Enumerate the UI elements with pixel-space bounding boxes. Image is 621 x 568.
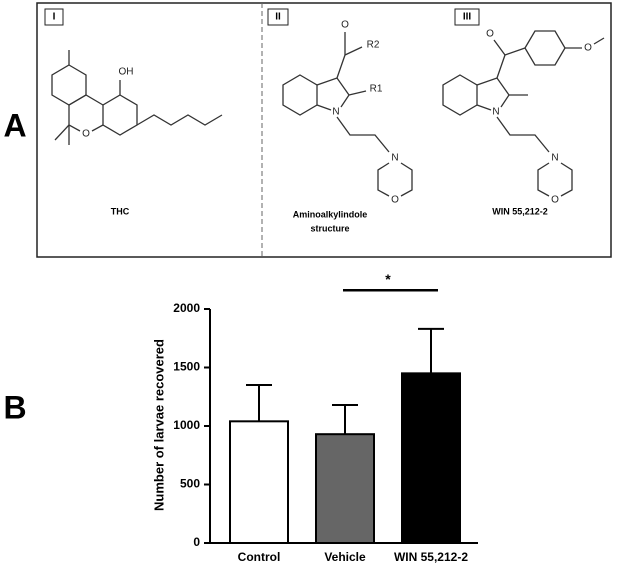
atom-label: N bbox=[332, 107, 339, 118]
atom-label: O bbox=[551, 195, 559, 206]
panel-frame bbox=[36, 2, 612, 258]
atom-label: OH bbox=[119, 67, 134, 78]
numeral-box bbox=[267, 8, 289, 26]
numeral: II bbox=[275, 12, 281, 23]
atom-label: N bbox=[391, 153, 398, 164]
y-tick-label: 2000 bbox=[173, 301, 200, 315]
numeral-box bbox=[44, 8, 64, 26]
panel-label: A bbox=[3, 107, 26, 143]
bar bbox=[229, 420, 289, 545]
atom-label: O bbox=[341, 20, 349, 31]
y-tick-label: 1500 bbox=[173, 360, 200, 374]
panel-label: B bbox=[3, 389, 26, 425]
bar bbox=[315, 433, 375, 544]
atom-label: R2 bbox=[367, 40, 380, 51]
y-tick-label: 500 bbox=[180, 477, 200, 491]
numeral: I bbox=[53, 12, 56, 23]
atom-label: R1 bbox=[370, 84, 383, 95]
bar bbox=[401, 372, 461, 544]
atom-label: O bbox=[82, 129, 90, 140]
structure-thc: OH O THC bbox=[51, 50, 223, 216]
structure-name: THC bbox=[111, 206, 130, 216]
y-tick-label: 0 bbox=[193, 535, 200, 549]
x-tick-label: Control bbox=[238, 550, 281, 564]
structure-name: WIN 55,212-2 bbox=[492, 206, 548, 216]
numeral-box bbox=[454, 8, 480, 26]
x-tick-label: WIN 55,212-2 bbox=[394, 550, 468, 564]
atom-label: N bbox=[551, 153, 558, 164]
atom-label: O bbox=[486, 29, 494, 40]
structure-win: O O N N O WIN 55,212-2 bbox=[442, 29, 605, 216]
atom-label: O bbox=[584, 43, 592, 54]
structure-name: structure bbox=[310, 223, 349, 233]
x-tick-label: Vehicle bbox=[324, 550, 366, 564]
numeral: III bbox=[463, 12, 472, 23]
structure-aminoalkylindole: O R2 R1 N N O Aminoalkylindole structure bbox=[282, 20, 413, 233]
atom-label: N bbox=[492, 107, 499, 118]
y-tick-label: 1000 bbox=[173, 418, 200, 432]
structure-name: Aminoalkylindole bbox=[293, 209, 368, 219]
significance-label: * bbox=[385, 271, 391, 287]
atom-label: O bbox=[391, 195, 399, 206]
y-axis-title: Number of larvae recovered bbox=[151, 339, 166, 511]
